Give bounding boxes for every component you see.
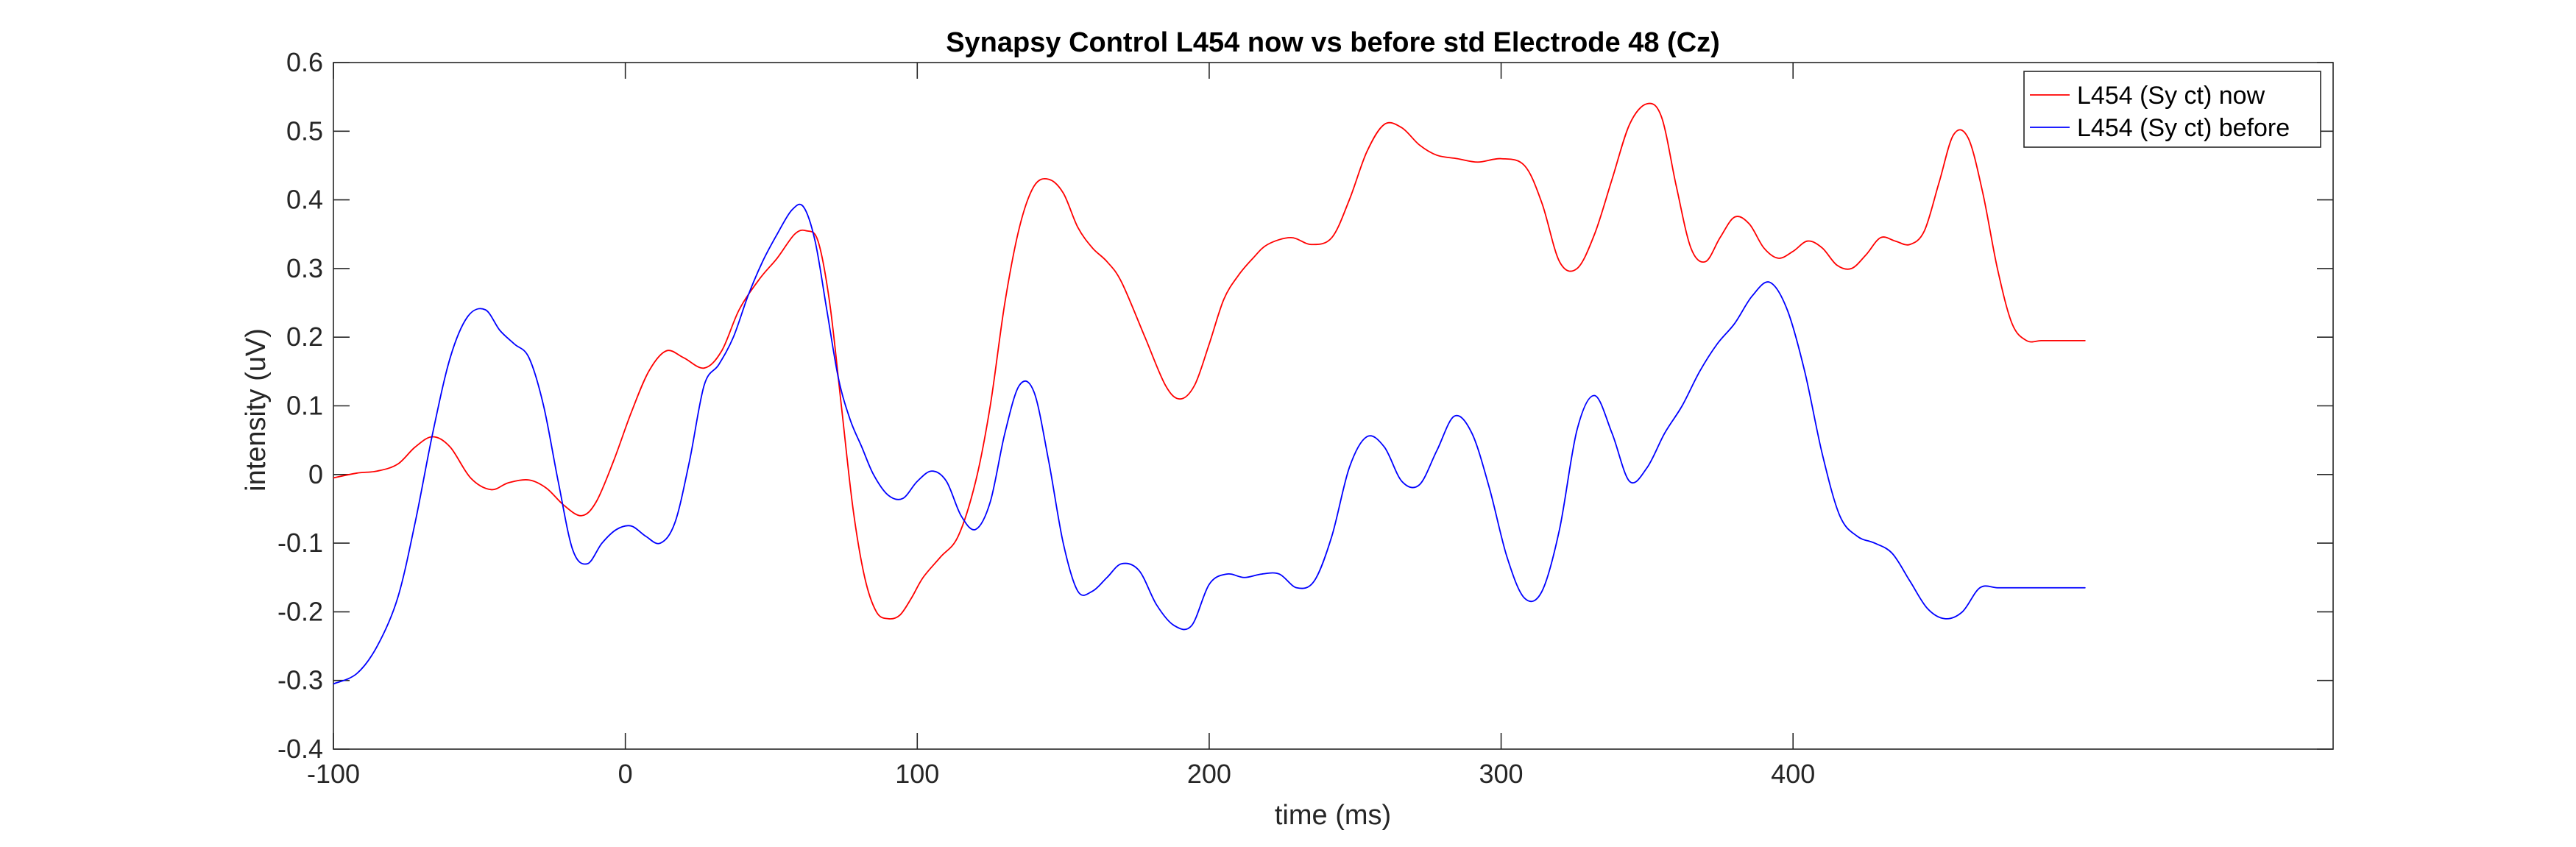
x-axis-label: time (ms) [1275,800,1391,831]
y-tick-label: -0.4 [277,734,323,764]
y-tick-label: -0.2 [277,596,323,626]
y-tick-label: -0.3 [277,665,323,695]
y-tick-label: 0.3 [286,253,323,283]
chart-title: Synapsy Control L454 now vs before std E… [946,27,1720,58]
y-tick-label: 0.4 [286,185,323,215]
legend: L454 (Sy ct) now L454 (Sy ct) before [2023,71,2321,148]
series-group [333,102,2086,685]
legend-label: L454 (Sy ct) before [2077,114,2290,142]
y-tick-label: 0.6 [286,47,323,77]
legend-box [2023,71,2321,148]
x-tick-label: 200 [1187,759,1231,789]
x-tick-label: 300 [1479,759,1524,789]
series-line-before [333,203,2086,685]
y-tick-label: -0.1 [277,528,323,558]
legend-label: L454 (Sy ct) now [2077,82,2265,110]
series-line-now [333,102,2086,620]
x-tick-label: -100 [307,759,360,789]
y-tick-label: 0.5 [286,116,323,146]
y-tick-label: 0 [308,459,323,489]
x-tick-label: 400 [1771,759,1815,789]
y-axis-label: intensity (uV) [241,328,272,492]
x-tick-label: 0 [618,759,633,789]
x-tick-label: 100 [895,759,939,789]
y-tick-label: 0.2 [286,322,323,352]
y-tick-label: 0.1 [286,391,323,421]
